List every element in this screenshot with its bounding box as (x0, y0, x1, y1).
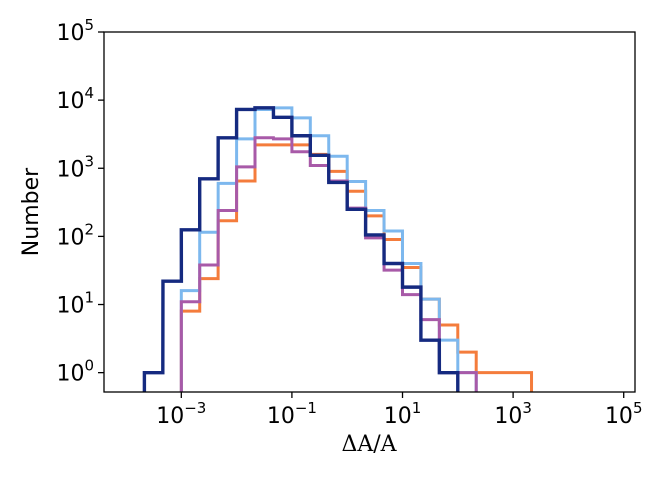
y-tick-label: 100 (56, 357, 94, 387)
plot-frame (103, 31, 636, 393)
x-tick-label: 105 (605, 399, 643, 429)
histogram-series-4 (142, 106, 460, 392)
y-tick-label: 102 (56, 220, 94, 250)
y-tick-label: 103 (56, 152, 94, 182)
x-tick-label: 10−1 (267, 399, 317, 429)
x-tick-label: 101 (384, 399, 422, 429)
histogram-series-1 (179, 143, 534, 392)
y-tick-label: 104 (56, 84, 94, 114)
y-ticks: 100 101 102 103 104 105 (56, 16, 104, 387)
x-tick-label: 103 (494, 399, 532, 429)
y-tick-label: 101 (56, 289, 94, 319)
x-ticks: 10−3 10−1 101 103 105 (156, 392, 642, 429)
histogram-series-layer (142, 106, 534, 392)
x-tick-label: 10−3 (156, 399, 206, 429)
y-tick-label: 105 (56, 16, 94, 46)
x-axis-title: ΔA/A (341, 432, 397, 457)
histogram-series-2 (179, 106, 478, 392)
y-axis-title: Number (19, 167, 44, 256)
